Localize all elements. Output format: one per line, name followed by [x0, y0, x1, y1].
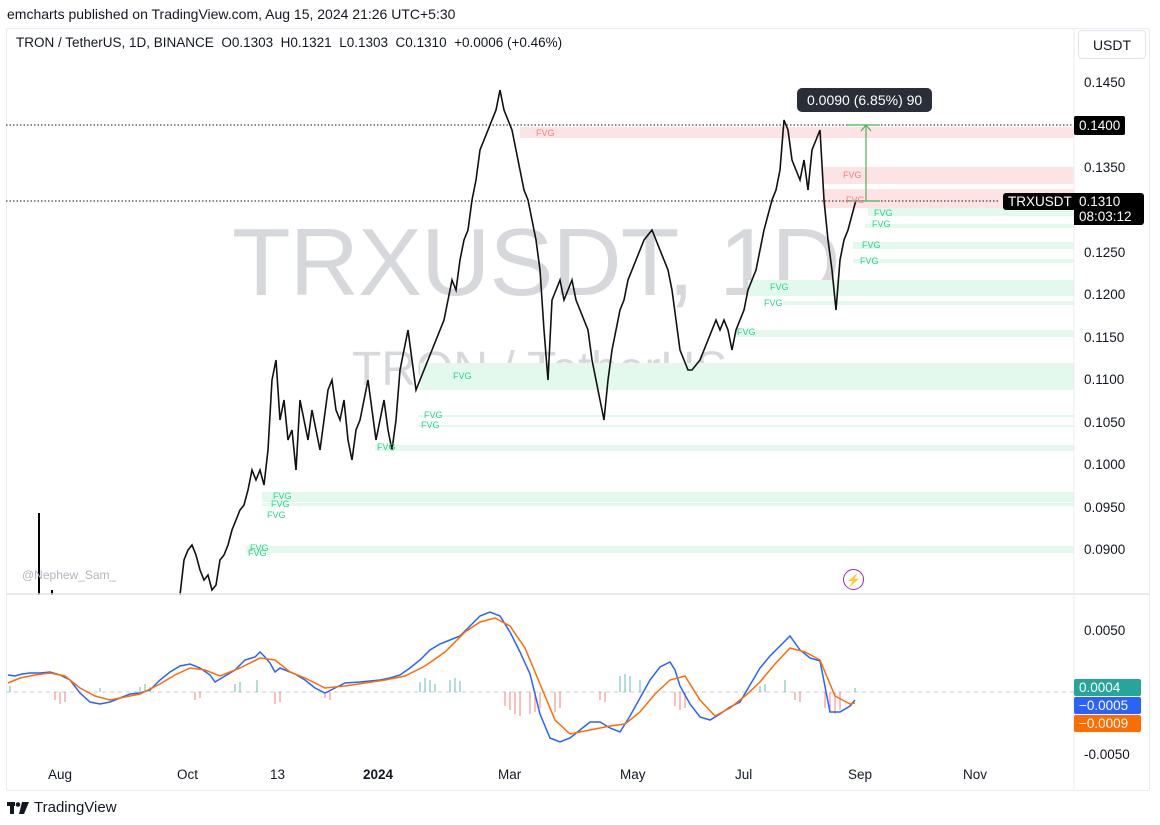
- histogram-value-tag: 0.0004: [1074, 679, 1141, 696]
- time-axis-label: Aug: [48, 767, 73, 782]
- fvg-label: FVG: [872, 219, 891, 229]
- fvg-label: FVG: [267, 510, 286, 520]
- current-price-tag: 0.1310 08:03:12: [1074, 193, 1144, 225]
- fvg-label: FVG: [248, 548, 267, 558]
- fvg-label: FVG: [862, 240, 881, 250]
- fvg-label: FVG: [874, 208, 893, 218]
- tradingview-logo-icon: [7, 801, 29, 814]
- fvg-label: FVG: [424, 410, 443, 420]
- legend-close: C0.1310: [395, 35, 447, 50]
- fvg-label: FVG: [770, 282, 789, 292]
- price-axis-label: 0.1200: [1084, 287, 1126, 302]
- fvg-label: FVG: [421, 420, 440, 430]
- macd-histogram: [9, 674, 856, 716]
- legend-open: O0.1303: [221, 35, 274, 50]
- measure-tooltip: 0.0090 (6.85%) 90: [797, 88, 933, 112]
- publisher-line: emcharts published on TradingView.com, A…: [7, 6, 456, 22]
- currency-button[interactable]: USDT: [1078, 30, 1146, 59]
- signal-value-tag: −0.0009: [1074, 715, 1141, 732]
- price-axis-label: 0.1450: [1084, 75, 1126, 90]
- macd-line: [7, 611, 856, 743]
- fvg-label: FVG: [271, 499, 290, 509]
- macd-value-tag: −0.0005: [1074, 697, 1141, 714]
- macd-axis-label: 0.0050: [1084, 623, 1126, 638]
- footer-brand: TradingView: [34, 799, 117, 816]
- bullish-fvg-zones: [246, 208, 1074, 553]
- fvg-label: FVG: [764, 298, 783, 308]
- symbol-legend[interactable]: TRON / TetherUS, 1D, BINANCE O0.1303 H0.…: [16, 35, 562, 50]
- legend-low: L0.1303: [339, 35, 389, 50]
- author-signature: @Nephew_Sam_: [22, 568, 117, 582]
- price-axis-label: 0.1050: [1084, 415, 1126, 430]
- price-axis-label: 0.1100: [1084, 372, 1125, 387]
- fvg-label: FVG: [860, 256, 879, 266]
- fvg-label: FVG: [377, 442, 396, 452]
- fvg-label: FVG: [273, 491, 292, 501]
- price-axis-label: 0.1000: [1084, 457, 1126, 472]
- fvg-label: FVG: [846, 195, 865, 205]
- legend-change: +0.0006 (+0.46%): [454, 35, 563, 50]
- time-axis-label: May: [620, 767, 646, 782]
- time-axis-label: Oct: [177, 767, 199, 782]
- time-axis-label: Mar: [498, 767, 522, 782]
- bearish-fvg-zones: [520, 127, 1074, 208]
- fvg-label: FVG: [250, 543, 269, 553]
- price-axis-label: 0.0950: [1084, 500, 1126, 515]
- lightning-icon[interactable]: ⚡: [843, 569, 864, 590]
- price-axis-label: 0.1150: [1084, 330, 1125, 345]
- time-axis-label: Jul: [735, 767, 753, 782]
- price-axis-label: 0.1350: [1084, 160, 1126, 175]
- time-axis-label: 2024: [363, 767, 394, 782]
- signal-line: [7, 617, 856, 735]
- level-price-tag: 0.1400: [1074, 116, 1126, 135]
- measure-tool: [847, 124, 880, 202]
- price-bars: [38, 513, 53, 595]
- price-axis-label: 0.1250: [1084, 245, 1126, 260]
- legend-symbol: TRON / TetherUS, 1D, BINANCE: [16, 35, 214, 50]
- price-path: [179, 89, 857, 596]
- time-axis-label: Nov: [963, 767, 988, 782]
- price-axis-label: 0.0900: [1084, 542, 1126, 557]
- fvg-label: FVG: [843, 170, 862, 180]
- tradingview-logo[interactable]: TradingView: [7, 799, 117, 816]
- symbol-watermark: TRXUSDT, 1D: [232, 209, 841, 316]
- macd-axis-label: -0.0050: [1084, 747, 1130, 762]
- chart-frame: [6, 28, 1150, 791]
- legend-high: H0.1321: [280, 35, 332, 50]
- current-price: 0.1310: [1079, 194, 1121, 209]
- bar-countdown: 08:03:12: [1079, 209, 1132, 224]
- symbol-price-tag: TRXUSDT: [1003, 193, 1077, 210]
- time-axis-label: Sep: [848, 767, 873, 782]
- fvg-label: FVG: [453, 371, 472, 381]
- time-axis-label: 13: [270, 767, 286, 782]
- fvg-label: FVG: [536, 128, 555, 138]
- fvg-label: FVG: [737, 327, 756, 337]
